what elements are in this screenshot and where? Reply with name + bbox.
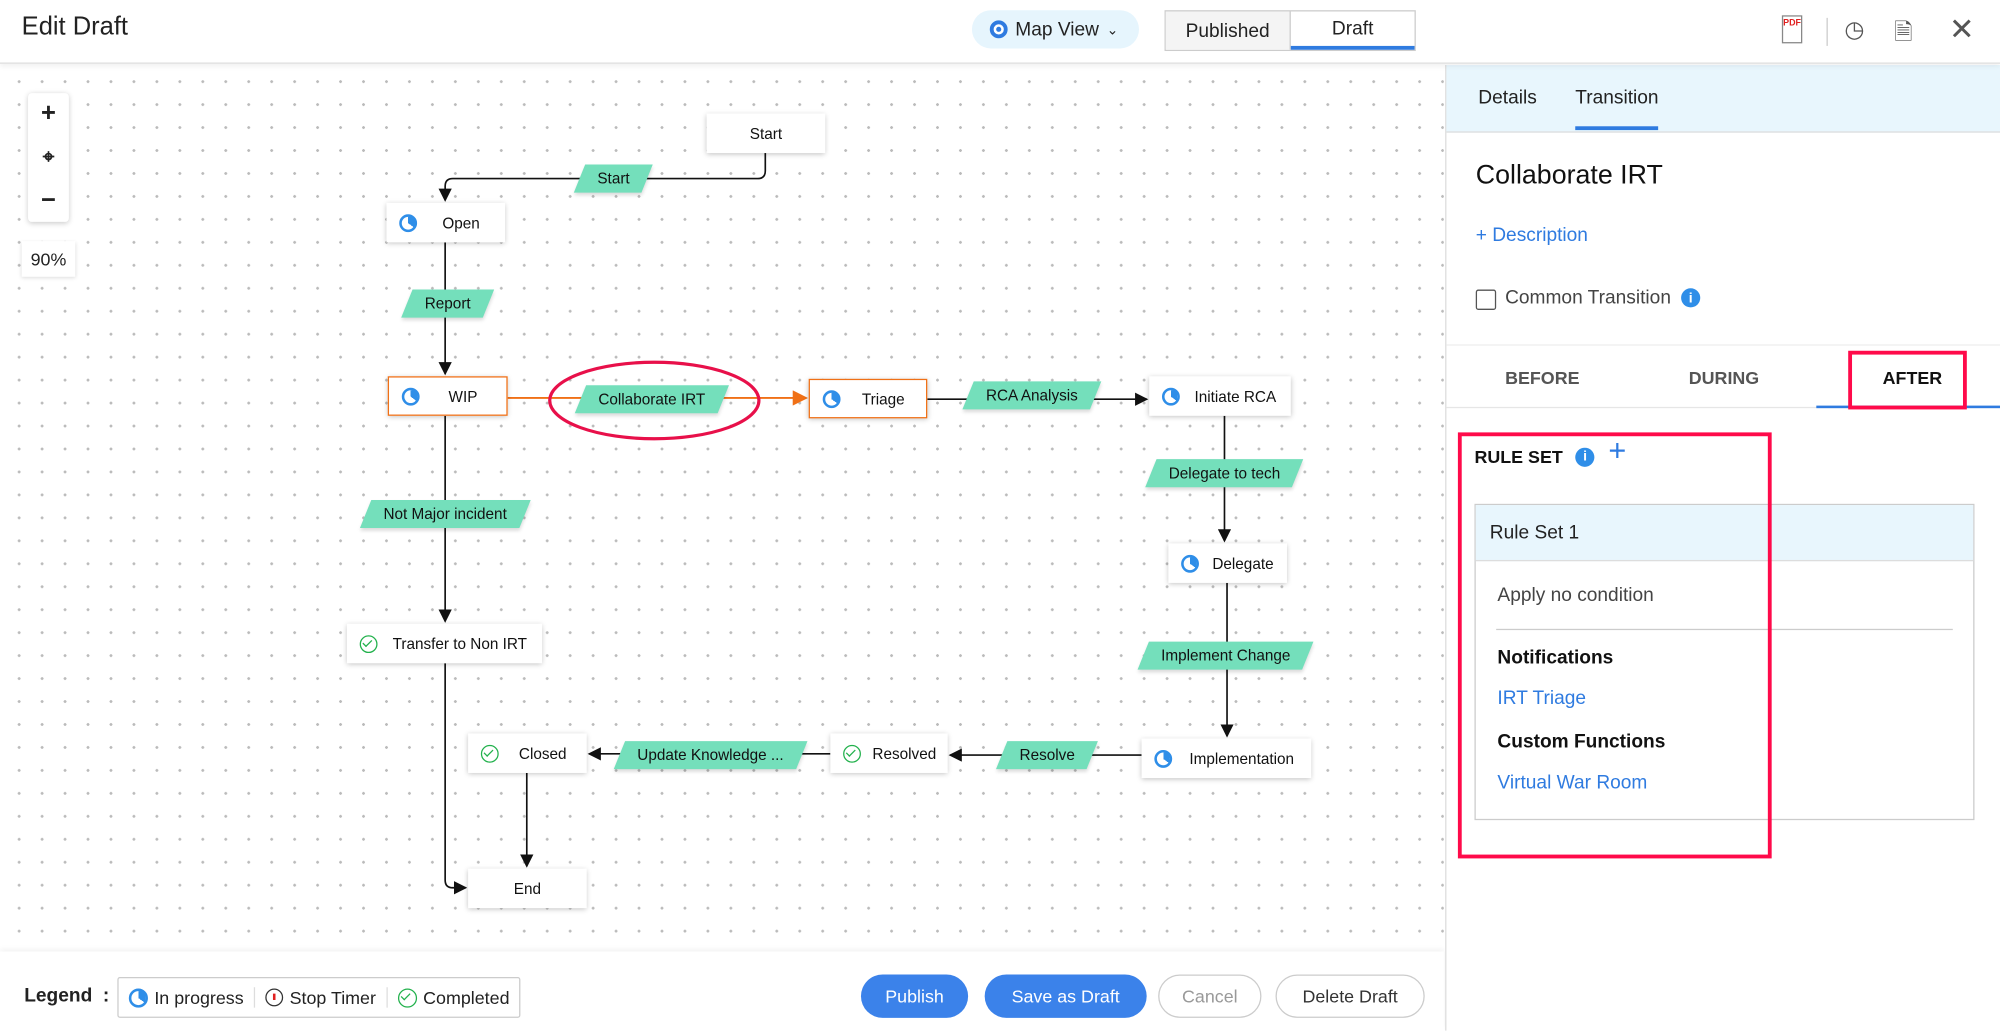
tab-during[interactable]: DURING (1688, 367, 1760, 388)
node-delegate[interactable]: Delegate (1168, 543, 1287, 583)
rule-set-card: Rule Set 1 Apply no condition Notificati… (1474, 503, 1975, 821)
rule-set-name[interactable]: Rule Set 1 (1475, 505, 1974, 562)
recenter-icon[interactable]: ⌖ (42, 146, 55, 168)
tab-transition[interactable]: Transition (1575, 87, 1659, 131)
zoom-in-button[interactable]: + (41, 99, 56, 128)
info-icon[interactable]: i (1681, 288, 1701, 308)
highlight-box-after (1848, 350, 1967, 410)
close-icon[interactable]: ✕ (1948, 12, 1975, 48)
notification-link[interactable]: IRT Triage (1497, 687, 1587, 710)
in-progress-icon (128, 987, 148, 1008)
version-toggle: Published Draft (1164, 10, 1416, 52)
completed-icon (843, 744, 861, 763)
node-implementation[interactable]: Implementation (1141, 738, 1312, 779)
completed-icon (480, 744, 499, 763)
stop-timer-icon (265, 988, 284, 1007)
node-closed[interactable]: Closed (468, 733, 587, 773)
pdf-icon[interactable]: PDF (1781, 15, 1803, 44)
completed-icon (397, 987, 417, 1008)
node-end[interactable]: End (468, 868, 587, 909)
info-icon[interactable]: i (1575, 447, 1595, 467)
rule-set-header: RULE SET i (1474, 446, 1595, 467)
search-document-icon[interactable]: 🗎 (1894, 19, 1913, 45)
rule-condition: Apply no condition (1497, 584, 1654, 606)
in-progress-icon (1161, 387, 1180, 405)
transition-title: Collaborate IRT (1475, 160, 1663, 191)
published-tab[interactable]: Published (1165, 11, 1291, 50)
map-view-dropdown[interactable]: Map View ⌄ (971, 10, 1140, 49)
tab-details[interactable]: Details (1478, 86, 1537, 109)
legend: In progress Stop Timer Completed (117, 977, 521, 1018)
transition-start[interactable]: Start (573, 164, 654, 193)
zoom-controls: + ⌖ − (28, 93, 69, 222)
node-transfer-to-non-irt[interactable]: Transfer to Non IRT (346, 623, 543, 664)
custom-function-link[interactable]: Virtual War Room (1497, 771, 1648, 794)
in-progress-icon (401, 387, 420, 405)
panel-tabs: Details Transition (1446, 65, 2000, 133)
add-description-link[interactable]: + Description (1475, 224, 1588, 247)
legend-label: Legend : (24, 984, 110, 1007)
divider (1496, 628, 1953, 631)
node-resolved[interactable]: Resolved (830, 733, 948, 773)
completed-icon (359, 634, 378, 653)
add-rule-set-button[interactable]: + (1608, 433, 1627, 469)
transition-delegate-to-tech[interactable]: Delegate to tech (1145, 459, 1304, 488)
zoom-level: 90% (21, 241, 76, 277)
draft-tab[interactable]: Draft (1290, 11, 1415, 50)
transition-update-knowledge[interactable]: Update Knowledge ... (613, 741, 808, 770)
tab-before[interactable]: BEFORE (1505, 367, 1580, 388)
transition-resolve[interactable]: Resolve (996, 741, 1099, 770)
transition-panel: Details Transition Collaborate IRT + Des… (1445, 65, 2000, 1031)
tab-after[interactable]: AFTER (1882, 367, 1943, 388)
transition-implement-change[interactable]: Implement Change (1137, 641, 1314, 670)
custom-functions-label: Custom Functions (1497, 730, 1666, 753)
node-start[interactable]: Start (706, 113, 826, 154)
node-open[interactable]: Open (386, 202, 506, 243)
cancel-button[interactable]: Cancel (1158, 974, 1262, 1018)
highlight-ellipse (548, 360, 761, 441)
node-initiate-rca[interactable]: Initiate RCA (1149, 376, 1291, 416)
chevron-down-icon: ⌄ (1106, 22, 1119, 38)
save-as-draft-button[interactable]: Save as Draft (984, 974, 1147, 1018)
in-progress-icon (399, 213, 418, 232)
footer: Legend : In progress Stop Timer Complete… (0, 951, 1444, 1031)
transition-report[interactable]: Report (401, 289, 495, 318)
transition-collaborate-irt[interactable]: Collaborate IRT (574, 385, 729, 414)
delete-draft-button[interactable]: Delete Draft (1275, 974, 1425, 1018)
eye-icon (989, 20, 1008, 39)
transition-not-major-incident[interactable]: Not Major incident (359, 499, 531, 529)
divider (1826, 17, 1828, 46)
common-transition-checkbox[interactable] (1475, 289, 1497, 310)
edge-transfer-end (444, 663, 468, 895)
highlight-box-rule-set (1457, 432, 1772, 859)
workflow-canvas[interactable] (0, 65, 1444, 952)
node-wip[interactable]: WIP (387, 376, 508, 416)
zoom-out-button[interactable]: − (41, 185, 56, 214)
header: Edit Draft Map View ⌄ Published Draft PDF… (0, 0, 2000, 64)
node-triage[interactable]: Triage (808, 378, 928, 419)
common-transition-row: Common Transition i (1505, 287, 1701, 309)
publish-button[interactable]: Publish (860, 974, 969, 1018)
map-view-label: Map View (1015, 18, 1099, 41)
notifications-label: Notifications (1497, 646, 1614, 669)
in-progress-icon (1181, 554, 1199, 573)
history-icon[interactable]: ◷ (1844, 16, 1865, 43)
page-title: Edit Draft (21, 12, 129, 41)
transition-rca-analysis[interactable]: RCA Analysis (962, 381, 1102, 410)
in-progress-icon (822, 389, 841, 408)
in-progress-icon (1154, 749, 1173, 768)
